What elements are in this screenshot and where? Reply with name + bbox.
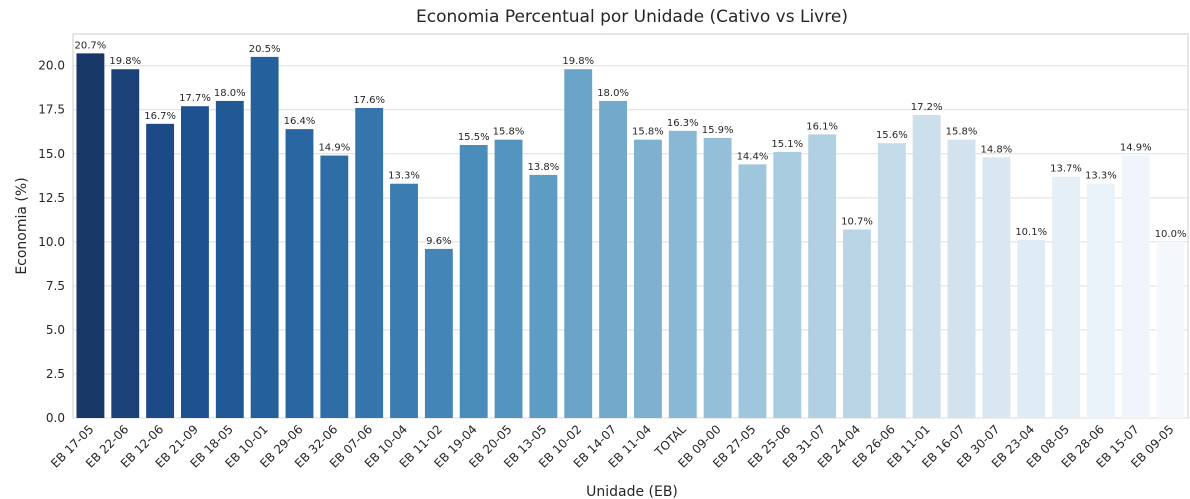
y-tick-label: 12.5 xyxy=(38,191,65,205)
bar xyxy=(1086,183,1115,418)
value-label: 15.8% xyxy=(946,127,978,138)
bar xyxy=(215,100,244,418)
y-tick-label: 2.5 xyxy=(46,367,65,381)
bar xyxy=(424,248,453,418)
value-label: 17.7% xyxy=(179,93,211,104)
bar xyxy=(250,56,279,419)
bar xyxy=(320,155,349,418)
bar xyxy=(982,157,1011,419)
value-label: 19.8% xyxy=(109,56,141,67)
y-tick-label: 15.0 xyxy=(38,147,65,161)
value-label: 10.1% xyxy=(1015,227,1047,238)
value-label: 20.5% xyxy=(249,44,281,55)
value-label: 15.8% xyxy=(493,127,525,138)
value-label: 13.7% xyxy=(1050,164,1082,175)
value-label: 20.7% xyxy=(75,40,107,51)
bar xyxy=(808,134,837,418)
chart-title: Economia Percentual por Unidade (Cativo … xyxy=(416,7,848,27)
value-label: 14.4% xyxy=(737,151,769,162)
value-label: 15.5% xyxy=(458,132,490,143)
value-label: 15.9% xyxy=(702,125,734,136)
value-label: 13.3% xyxy=(388,171,420,182)
value-label: 10.0% xyxy=(1155,229,1187,240)
bar xyxy=(633,139,662,418)
bar xyxy=(1156,241,1185,418)
bar xyxy=(564,69,593,418)
value-label: 16.1% xyxy=(806,121,838,132)
y-tick-label: 10.0 xyxy=(38,235,65,249)
bar xyxy=(285,129,314,418)
bar xyxy=(1121,155,1150,418)
bar xyxy=(877,143,906,419)
value-label: 14.9% xyxy=(318,143,350,154)
bar xyxy=(703,137,732,418)
value-label: 13.3% xyxy=(1085,171,1117,182)
bar xyxy=(355,107,384,418)
bar xyxy=(599,100,628,418)
value-label: 15.1% xyxy=(771,139,803,150)
bar xyxy=(390,183,418,418)
value-label: 19.8% xyxy=(562,56,594,67)
value-label: 18.0% xyxy=(214,88,246,99)
bar xyxy=(843,229,871,418)
bar xyxy=(912,115,941,418)
bar xyxy=(1017,240,1046,418)
bar xyxy=(111,69,140,418)
x-axis-title: Unidade (EB) xyxy=(586,484,678,499)
value-label: 13.8% xyxy=(528,162,560,173)
y-axis-title: Economia (%) xyxy=(14,177,30,274)
value-label: 16.4% xyxy=(284,116,316,127)
value-label: 17.2% xyxy=(911,102,943,113)
value-label: 18.0% xyxy=(597,88,629,99)
bar xyxy=(668,130,697,418)
value-label: 15.8% xyxy=(632,127,664,138)
value-label: 9.6% xyxy=(426,236,451,247)
bar xyxy=(529,174,558,418)
value-label: 16.3% xyxy=(667,118,699,129)
y-tick-label: 0.0 xyxy=(46,411,65,425)
value-label: 17.6% xyxy=(353,95,385,106)
y-tick-label: 17.5 xyxy=(38,103,65,117)
value-label: 14.9% xyxy=(1120,143,1152,154)
bar xyxy=(773,152,802,418)
y-tick-label: 7.5 xyxy=(46,279,65,293)
bar xyxy=(146,123,175,418)
value-label: 15.6% xyxy=(876,130,908,141)
bar xyxy=(181,106,209,418)
bar xyxy=(947,139,976,418)
bar xyxy=(459,144,488,418)
y-tick-label: 20.0 xyxy=(38,59,65,73)
bar xyxy=(494,139,523,418)
value-label: 14.8% xyxy=(980,144,1012,155)
bar xyxy=(738,164,767,418)
bar xyxy=(1052,176,1080,418)
value-label: 16.7% xyxy=(144,111,176,122)
y-tick-label: 5.0 xyxy=(46,323,65,337)
bar xyxy=(76,53,105,418)
value-label: 10.7% xyxy=(841,217,873,228)
